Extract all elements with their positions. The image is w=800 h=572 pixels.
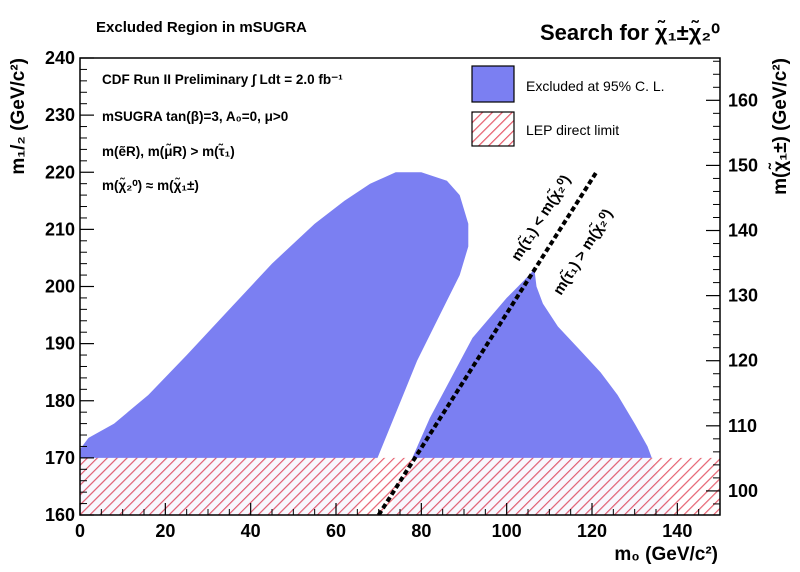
y-tick-label: 180 (45, 391, 75, 411)
x-tick-label: 0 (75, 521, 85, 541)
annotation-gaugino-condition: m(χ̃₂⁰) ≈ m(χ̃₁±) (102, 178, 199, 193)
y-tick-label: 170 (45, 448, 75, 468)
axis-ticks: 0 20 40 60 80 100 120 140 160 170 180 190 200 210 220 2… (45, 48, 758, 541)
x-tick-label: 120 (577, 521, 607, 541)
legend: Excluded at 95% C. L. LEP direct limit (471, 65, 665, 147)
x-tick-label: 100 (492, 521, 522, 541)
x-axis-title: m₀ (GeV/c²) (614, 544, 718, 565)
excluded-region-1 (80, 172, 469, 515)
legend-lep-swatch (471, 111, 515, 147)
y2-tick-label: 120 (728, 351, 758, 371)
y-tick-label: 230 (45, 105, 75, 125)
y2-tick-label: 160 (728, 90, 758, 110)
annotation-msugra-params: mSUGRA tan(β)=3, A₀=0, μ>0 (102, 109, 288, 124)
stau-neutralino-boundary-line (377, 171, 598, 515)
header-left-title: Excluded Region in mSUGRA (96, 19, 307, 36)
x-tick-label: 80 (411, 521, 431, 541)
x-tick-label: 20 (155, 521, 175, 541)
y-tick-label: 200 (45, 277, 75, 297)
y2-tick-label: 110 (728, 416, 757, 436)
excluded-region-2 (387, 269, 674, 515)
plot-regions (80, 172, 720, 515)
y-tick-label: 220 (45, 162, 75, 182)
y2-axis-title: m(χ̃₁±) (GeV/c²) (768, 58, 791, 195)
legend-excluded-swatch (471, 65, 515, 103)
y-tick-label: 210 (45, 219, 75, 239)
x-tick-label: 60 (326, 521, 346, 541)
x-tick-label: 140 (662, 521, 692, 541)
y2-tick-label: 140 (728, 221, 758, 241)
lep-limit-region (80, 457, 720, 515)
legend-excluded-label: Excluded at 95% C. L. (526, 78, 665, 94)
plot-lines (377, 171, 598, 515)
x-tick-label: 40 (241, 521, 261, 541)
y-tick-label: 160 (45, 505, 75, 525)
annotation-slepton-condition: m(ẽR), m(μ̃R) > m(τ̃₁) (102, 144, 235, 159)
y-tick-label: 240 (45, 48, 75, 68)
y-axis-title: m₁/₂ (GeV/c²) (8, 58, 29, 175)
y2-tick-label: 150 (728, 155, 758, 175)
legend-lep-label: LEP direct limit (526, 122, 619, 138)
y2-tick-label: 130 (728, 286, 758, 306)
header-right-title: Search for χ̃₁±χ̃₂⁰ (540, 20, 720, 45)
annotation-experiment: CDF Run II Preliminary ∫ Ldt = 2.0 fb⁻¹ (102, 72, 343, 87)
y-tick-label: 190 (45, 334, 75, 354)
y2-tick-label: 100 (728, 481, 758, 501)
